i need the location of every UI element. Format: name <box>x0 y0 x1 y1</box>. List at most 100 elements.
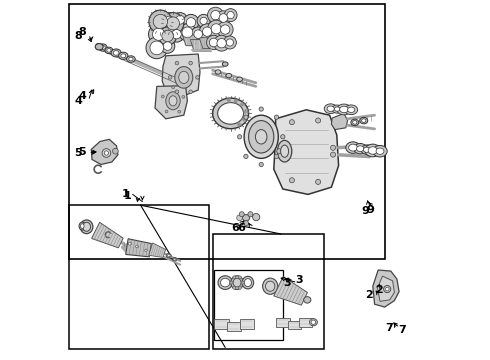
Circle shape <box>183 14 199 30</box>
Polygon shape <box>274 276 307 305</box>
Circle shape <box>206 35 221 50</box>
Circle shape <box>153 14 168 29</box>
Text: 9: 9 <box>361 206 369 216</box>
Ellipse shape <box>351 119 359 126</box>
Ellipse shape <box>245 279 251 287</box>
Circle shape <box>242 281 245 284</box>
Text: 9: 9 <box>367 204 374 215</box>
Ellipse shape <box>107 49 111 52</box>
Circle shape <box>211 24 221 34</box>
Ellipse shape <box>113 51 119 55</box>
Circle shape <box>160 13 178 31</box>
Ellipse shape <box>119 52 128 59</box>
Circle shape <box>331 145 336 150</box>
Text: 4: 4 <box>74 96 82 106</box>
Ellipse shape <box>376 148 384 154</box>
Ellipse shape <box>337 104 351 115</box>
Circle shape <box>186 18 196 27</box>
Text: 3: 3 <box>283 278 291 288</box>
Ellipse shape <box>281 145 289 157</box>
Text: 2: 2 <box>365 290 373 300</box>
Circle shape <box>239 276 242 279</box>
Circle shape <box>208 20 225 37</box>
Circle shape <box>179 24 196 41</box>
Bar <box>213 234 324 349</box>
Circle shape <box>169 76 172 79</box>
Circle shape <box>244 221 248 226</box>
Ellipse shape <box>222 62 228 66</box>
Circle shape <box>191 27 205 41</box>
Circle shape <box>162 13 184 34</box>
Ellipse shape <box>266 281 275 291</box>
Ellipse shape <box>237 77 243 81</box>
Polygon shape <box>190 40 206 50</box>
Circle shape <box>239 287 242 289</box>
Ellipse shape <box>98 44 107 51</box>
Ellipse shape <box>353 121 357 124</box>
Circle shape <box>290 178 294 183</box>
Ellipse shape <box>105 47 113 54</box>
Polygon shape <box>126 239 151 257</box>
Text: 6: 6 <box>232 222 240 233</box>
Ellipse shape <box>215 70 221 74</box>
Ellipse shape <box>79 222 86 230</box>
Circle shape <box>239 212 245 217</box>
Ellipse shape <box>167 255 170 257</box>
Ellipse shape <box>127 241 132 246</box>
Ellipse shape <box>218 103 244 124</box>
Circle shape <box>102 149 111 157</box>
Ellipse shape <box>83 222 91 231</box>
Polygon shape <box>373 270 399 307</box>
Polygon shape <box>240 319 254 329</box>
Ellipse shape <box>340 106 348 113</box>
Circle shape <box>189 61 193 65</box>
Ellipse shape <box>310 319 318 326</box>
Ellipse shape <box>226 73 232 78</box>
Ellipse shape <box>255 130 267 144</box>
Ellipse shape <box>304 297 311 303</box>
Circle shape <box>146 37 168 59</box>
Circle shape <box>259 107 263 111</box>
Circle shape <box>274 154 279 158</box>
Text: 5: 5 <box>78 147 86 157</box>
Text: 6: 6 <box>237 222 245 233</box>
Circle shape <box>211 10 220 20</box>
Ellipse shape <box>111 49 121 57</box>
Circle shape <box>163 42 172 50</box>
Circle shape <box>220 25 230 34</box>
Ellipse shape <box>166 92 180 110</box>
Circle shape <box>237 215 243 221</box>
Ellipse shape <box>242 276 254 289</box>
Circle shape <box>152 28 165 40</box>
Circle shape <box>164 16 175 27</box>
Circle shape <box>189 90 193 94</box>
Circle shape <box>259 162 263 167</box>
Polygon shape <box>162 54 200 97</box>
Circle shape <box>233 287 236 289</box>
Circle shape <box>208 7 223 23</box>
Circle shape <box>197 14 210 27</box>
Ellipse shape <box>364 147 370 152</box>
Bar <box>69 205 209 349</box>
Circle shape <box>176 15 185 24</box>
Circle shape <box>230 281 233 284</box>
Ellipse shape <box>248 121 274 153</box>
Ellipse shape <box>373 145 387 157</box>
Polygon shape <box>288 321 301 329</box>
Circle shape <box>274 115 279 120</box>
Circle shape <box>150 41 164 55</box>
Ellipse shape <box>354 144 367 154</box>
Circle shape <box>238 135 242 139</box>
Text: 3: 3 <box>295 275 303 285</box>
Ellipse shape <box>135 245 139 248</box>
Bar <box>69 4 386 259</box>
Polygon shape <box>299 318 312 327</box>
Ellipse shape <box>166 253 171 258</box>
Circle shape <box>182 27 193 38</box>
Circle shape <box>196 76 199 79</box>
Bar <box>215 270 283 340</box>
Circle shape <box>162 30 173 42</box>
Circle shape <box>104 151 109 155</box>
Ellipse shape <box>311 320 316 324</box>
Ellipse shape <box>233 278 241 287</box>
